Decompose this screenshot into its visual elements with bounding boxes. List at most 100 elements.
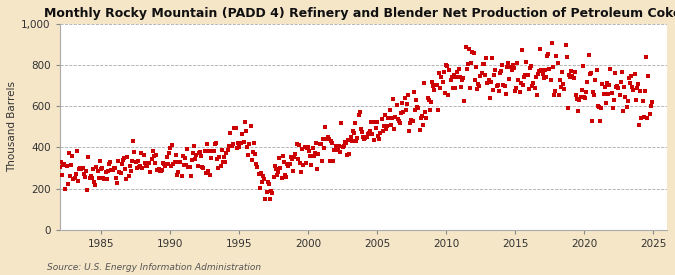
Point [504, 77, 514, 81]
Point [297, 147, 308, 151]
Point [458, 75, 468, 80]
Point [290, 152, 301, 156]
Point [155, 169, 165, 174]
Point [217, 160, 228, 164]
Point [275, 166, 286, 170]
Point [288, 169, 298, 174]
Point [544, 67, 555, 71]
Point [228, 142, 239, 147]
Point [360, 136, 371, 140]
Point [383, 116, 394, 120]
Point [566, 68, 576, 73]
Point [294, 142, 304, 147]
Point [240, 120, 250, 124]
Y-axis label: Thousand Barrels: Thousand Barrels [7, 81, 17, 172]
Point [547, 65, 558, 69]
Point [643, 74, 654, 79]
Point [344, 152, 355, 156]
Point [342, 152, 352, 157]
Point [68, 176, 79, 181]
Point [354, 110, 365, 114]
Point [415, 116, 426, 120]
Point [421, 116, 432, 120]
Point [351, 138, 362, 143]
Point [369, 120, 380, 125]
Point [98, 175, 109, 180]
Point [364, 129, 375, 134]
Point [639, 115, 649, 119]
Point [593, 105, 604, 109]
Point [537, 72, 548, 76]
Point [281, 175, 292, 179]
Point [390, 115, 401, 120]
Point [325, 159, 335, 163]
Point [186, 174, 196, 178]
Point [453, 67, 464, 72]
Point [403, 92, 414, 97]
Point [157, 168, 167, 172]
Point [101, 176, 112, 181]
Point [95, 158, 105, 163]
Point [198, 166, 209, 170]
Point [135, 164, 146, 169]
Point [452, 70, 463, 75]
Point [286, 155, 296, 159]
Point [387, 97, 398, 101]
Point [88, 180, 99, 184]
Point [446, 78, 456, 82]
Point [519, 75, 530, 79]
Point [279, 160, 290, 164]
Point [108, 166, 119, 170]
Point [482, 81, 493, 86]
Point [427, 80, 437, 84]
Point [598, 92, 609, 97]
Point [513, 78, 524, 82]
Point [107, 168, 118, 172]
Point [207, 148, 218, 153]
Point [568, 76, 579, 81]
Point [169, 160, 180, 164]
Point [497, 63, 508, 67]
Point [628, 88, 639, 92]
Point [539, 68, 550, 73]
Point [232, 146, 242, 150]
Point [500, 92, 511, 97]
Point [526, 84, 537, 88]
Point [202, 169, 213, 173]
Point [129, 150, 140, 154]
Point [639, 89, 650, 94]
Point [333, 144, 344, 148]
Point [508, 63, 518, 68]
Point [570, 93, 581, 98]
Point [531, 93, 542, 97]
Point [595, 119, 605, 123]
Point [387, 116, 398, 120]
Point [111, 176, 122, 180]
Point [335, 150, 346, 154]
Point [61, 164, 72, 168]
Point [418, 123, 429, 127]
Point [222, 148, 233, 152]
Point [604, 83, 615, 87]
Point [119, 156, 130, 160]
Point [266, 189, 277, 194]
Point [395, 121, 406, 125]
Point [382, 124, 393, 129]
Point [168, 161, 179, 166]
Point [358, 134, 369, 139]
Point [470, 65, 481, 69]
Point [279, 173, 290, 178]
Point [610, 71, 620, 76]
Point [325, 139, 336, 143]
Point [429, 88, 440, 92]
Point [467, 50, 478, 54]
Point [436, 75, 447, 79]
Point [194, 150, 205, 155]
Point [259, 177, 270, 181]
Point [616, 70, 627, 75]
Point [510, 89, 520, 94]
Point [240, 129, 251, 134]
Point [364, 130, 375, 135]
Point [441, 63, 452, 67]
Point [629, 72, 640, 76]
